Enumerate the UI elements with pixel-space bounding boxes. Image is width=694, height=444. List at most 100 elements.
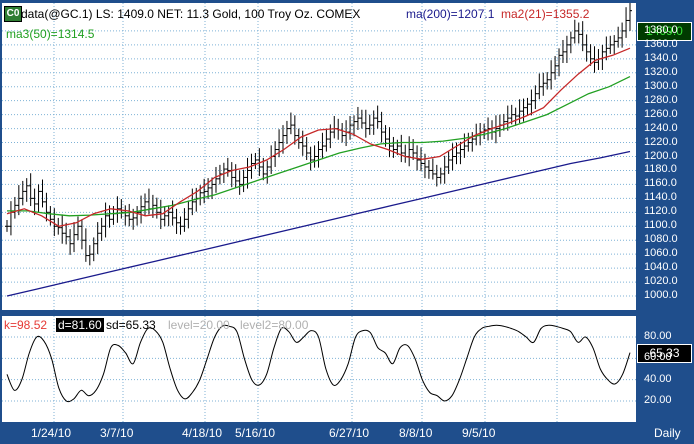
price-bar <box>20 180 25 206</box>
price-bar <box>493 115 498 144</box>
price-tick-label: 1080.0 <box>644 233 678 246</box>
last-osc-badge: 65.33 <box>637 344 692 363</box>
price-panel[interactable] <box>2 0 636 310</box>
oscillator-chart[interactable] <box>2 316 636 422</box>
price-bar <box>72 222 77 253</box>
price-bar <box>387 127 392 158</box>
osc-level1-label: level=20.00 <box>168 318 230 332</box>
price-bar <box>549 60 554 90</box>
date-tick-label: 6/27/10 <box>329 426 370 440</box>
price-bar <box>166 205 171 227</box>
price-bar <box>588 44 593 66</box>
price-bar <box>434 164 439 187</box>
price-bar <box>28 173 33 207</box>
price-bar <box>174 208 179 234</box>
price-bar <box>170 200 175 226</box>
price-bar <box>12 196 17 219</box>
price-bar <box>525 97 530 116</box>
price-bar <box>225 157 230 177</box>
osc-tick-label: 40.00 <box>644 372 672 385</box>
price-bar <box>426 159 431 179</box>
price-bar <box>355 106 360 130</box>
price-bar <box>466 132 471 152</box>
price-bar <box>470 132 475 152</box>
price-bar <box>95 222 100 255</box>
price-bar <box>442 155 447 184</box>
price-tick-label: 1240.0 <box>644 121 678 134</box>
osc-level2-label: level2=80.00 <box>240 318 309 332</box>
price-bar <box>40 179 45 208</box>
osc-tick-label: 20.00 <box>644 394 672 406</box>
price-tick-label: 1300.0 <box>644 79 678 92</box>
price-bar <box>450 143 455 171</box>
price-bar <box>462 133 467 158</box>
price-bar <box>399 134 404 163</box>
price-bar <box>182 208 187 232</box>
price-bar <box>324 128 329 152</box>
price-bar <box>83 228 88 262</box>
price-tick-label: 1000.0 <box>644 289 678 302</box>
price-bar <box>367 114 372 135</box>
oscillator-panel[interactable] <box>2 316 636 422</box>
price-tick-label: 1060.0 <box>644 247 678 260</box>
price-bar <box>284 120 289 144</box>
chart-title: data(@GC.1) LS: 1409.0 NET: 11.3 Gold, 1… <box>21 7 361 21</box>
price-bar <box>257 148 262 177</box>
price-bar <box>359 109 364 129</box>
price-bar <box>143 193 148 216</box>
price-bar <box>202 178 207 204</box>
osc-sd-label: sd=65.33 <box>106 318 156 332</box>
price-bar <box>564 35 569 64</box>
price-bar <box>403 144 408 163</box>
price-bar <box>320 132 325 158</box>
price-bar <box>139 195 144 224</box>
price-tick-label: 1040.0 <box>644 261 678 274</box>
price-bar <box>608 35 613 54</box>
price-bar <box>553 56 558 80</box>
price-bar <box>304 136 309 160</box>
price-bar <box>241 169 246 193</box>
price-tick-label: 1100.0 <box>644 219 677 232</box>
price-tick-label: 1280.0 <box>644 93 678 106</box>
price-bar <box>87 245 92 266</box>
ma200-label: ma(200)=1207.1 <box>406 7 495 21</box>
price-bar <box>616 26 621 48</box>
price-bar <box>206 178 211 200</box>
price-bar <box>265 160 270 184</box>
price-bar <box>281 125 286 154</box>
price-bar <box>44 192 49 222</box>
price-bar <box>568 31 573 54</box>
price-tick-label: 1380.0 <box>644 23 678 36</box>
price-bar <box>60 214 65 244</box>
price-bar <box>458 141 463 165</box>
price-bar <box>178 216 183 235</box>
price-tick-label: 1200.0 <box>644 149 678 162</box>
price-bar <box>316 141 321 168</box>
date-tick-label: 8/8/10 <box>399 426 433 440</box>
ma50-label: ma3(50)=1314.5 <box>6 27 95 41</box>
price-bar <box>32 188 37 216</box>
price-bar <box>237 170 242 195</box>
price-bar <box>135 206 140 226</box>
price-bar <box>541 72 546 96</box>
price-bar <box>513 107 518 126</box>
price-bar <box>328 124 333 149</box>
price-bar <box>592 46 597 73</box>
price-bar <box>5 219 9 232</box>
price-bar <box>253 153 258 170</box>
price-tick-label: 1260.0 <box>644 107 678 120</box>
price-chart[interactable] <box>2 0 636 310</box>
date-tick-label: 1/24/10 <box>31 426 72 440</box>
ma200-line <box>6 150 631 297</box>
price-bar <box>572 19 577 44</box>
price-bar <box>99 217 104 241</box>
price-tick-label: 1320.0 <box>644 65 678 78</box>
price-bar <box>312 145 317 168</box>
date-tick-label: 4/18/10 <box>182 426 223 440</box>
price-bar <box>269 145 274 174</box>
price-bar <box>308 146 313 171</box>
price-bar <box>489 120 494 140</box>
price-bar <box>371 110 376 135</box>
price-bar <box>64 222 69 245</box>
price-bar <box>363 109 368 138</box>
